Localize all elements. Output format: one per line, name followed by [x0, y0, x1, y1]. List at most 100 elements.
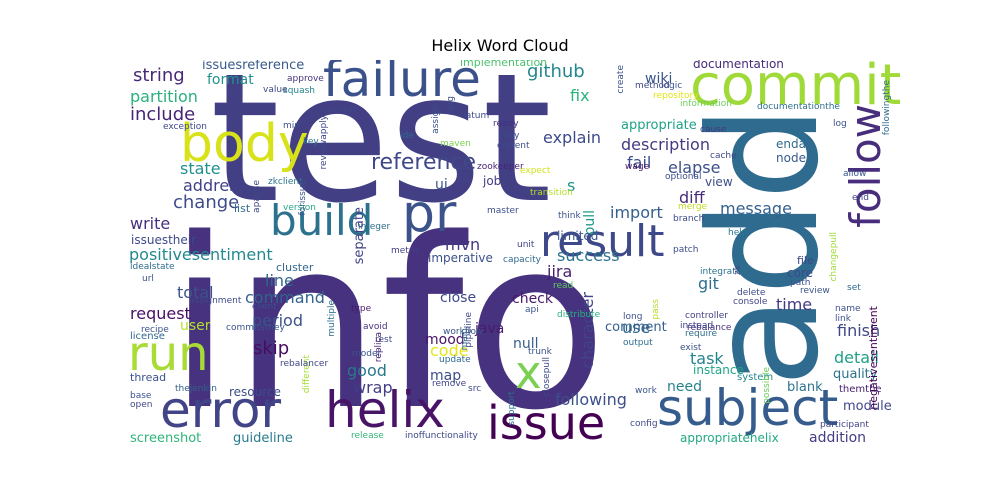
word-delete: delete — [737, 288, 766, 298]
word-method: method — [635, 81, 670, 91]
word-skip: skip — [253, 338, 290, 359]
word-approve: approve — [287, 74, 324, 84]
word-addition: addition — [809, 430, 867, 445]
word-pass: pass — [651, 299, 661, 320]
word-merge: merge — [678, 202, 708, 212]
word-info: info — [167, 189, 608, 445]
word-user: user — [180, 318, 211, 334]
word-time: time — [776, 295, 813, 314]
word-allow: allow — [843, 169, 867, 179]
word-idealstate: idealstate — [130, 262, 175, 272]
word-inoffunctionality: inoffunctionality — [405, 431, 478, 441]
word-need: need — [667, 379, 702, 395]
word-reference: reference — [371, 150, 477, 175]
word-master: master — [487, 206, 519, 216]
word-value: value — [263, 85, 288, 95]
word-period: period — [252, 311, 303, 330]
word-assignment: assignment — [189, 296, 242, 306]
word-update: update — [439, 355, 471, 365]
word-possible: possible — [762, 367, 772, 404]
word-commit: commit — [690, 60, 900, 118]
word-limited: limited — [557, 229, 599, 243]
word-url: url — [142, 274, 154, 284]
word-task: task — [690, 349, 724, 368]
word-think: think — [558, 211, 581, 221]
word-check: check — [512, 291, 553, 307]
word-format: format — [207, 72, 254, 88]
word-positivesentiment: positivesentiment — [129, 245, 273, 264]
word-console: console — [733, 297, 768, 307]
word-implementation: implementation — [460, 60, 548, 69]
word-detail: detail — [834, 348, 879, 367]
word-thread: thread — [130, 371, 167, 384]
word-elapse: elapse — [668, 158, 721, 177]
word-line: line — [265, 271, 294, 290]
word-log: log — [833, 119, 847, 129]
word-logic: logic — [661, 81, 683, 91]
word-recipe: recipe — [141, 325, 169, 335]
word-git: git — [698, 274, 719, 293]
word-integration: integration — [700, 267, 750, 277]
word-add: add — [678, 105, 852, 388]
word-documentation: documentation — [693, 60, 784, 71]
word-character: character — [578, 292, 597, 369]
word-issue: issue — [487, 396, 606, 445]
word-job: job — [483, 174, 502, 188]
chart-title: Helix Word Cloud — [431, 36, 569, 55]
word-org: org — [446, 96, 456, 111]
word-min: min — [283, 121, 300, 131]
word-trunk: trunk — [528, 347, 552, 357]
word-import: import — [610, 203, 663, 222]
word-squash: squash — [283, 86, 316, 96]
word-capacity: capacity — [503, 255, 541, 265]
word-appropriate: appropriate — [621, 118, 697, 133]
word-node: node — [776, 151, 806, 165]
word-create: create — [616, 65, 626, 94]
word-cluster: cluster — [276, 261, 314, 274]
word-themthe: themthe — [839, 384, 882, 395]
word-list: list — [234, 202, 251, 215]
word-release: release — [351, 431, 384, 441]
word-ide: ide — [400, 131, 414, 141]
word-system: system — [737, 372, 774, 383]
word-imperative: imperative — [428, 251, 493, 265]
word-src: src — [468, 384, 482, 394]
word-code: code — [430, 341, 469, 360]
word-request: request — [130, 304, 191, 323]
word-exist: exist — [680, 343, 702, 353]
word-x: x — [515, 346, 542, 399]
word-datum: datum — [460, 111, 490, 121]
word-partition: partition — [130, 87, 198, 106]
word-instead: instead — [680, 321, 714, 331]
word-name: name — [835, 304, 861, 314]
word-close: close — [440, 290, 477, 306]
word-result: result — [540, 216, 665, 267]
word-enda: enda — [776, 137, 806, 151]
word-instance: instance — [693, 363, 744, 377]
word-patch: patch — [673, 245, 699, 255]
word-copy: copy — [498, 131, 520, 141]
word-branch: branch — [673, 214, 705, 224]
word-followingthe: followingthe — [882, 80, 892, 136]
word-number: number — [323, 105, 359, 115]
word-s: s — [567, 176, 576, 195]
word-include: include — [130, 104, 196, 125]
word-type: type — [351, 304, 372, 314]
word-message: message — [720, 199, 792, 218]
word-work: work — [635, 386, 657, 396]
word-appropriatehelix: appropriatehelix — [680, 431, 779, 445]
word-blank: blank — [787, 380, 823, 395]
word-zkclient: zkclient — [268, 177, 303, 187]
word-cause: cause — [700, 125, 727, 135]
word-zookeeper: zookeeper — [477, 162, 524, 172]
word-support: support — [507, 391, 517, 426]
word-review: review — [800, 286, 830, 296]
word-jira: jira — [547, 262, 573, 281]
word-mvn: mvn — [445, 235, 481, 254]
word-help: help — [728, 228, 748, 238]
word-issuestheir: issuestheir — [131, 233, 197, 247]
word-path: path — [790, 278, 811, 288]
word-change: change — [173, 192, 240, 213]
word-diff: diff — [679, 188, 705, 207]
word-integer: integer — [358, 222, 391, 232]
